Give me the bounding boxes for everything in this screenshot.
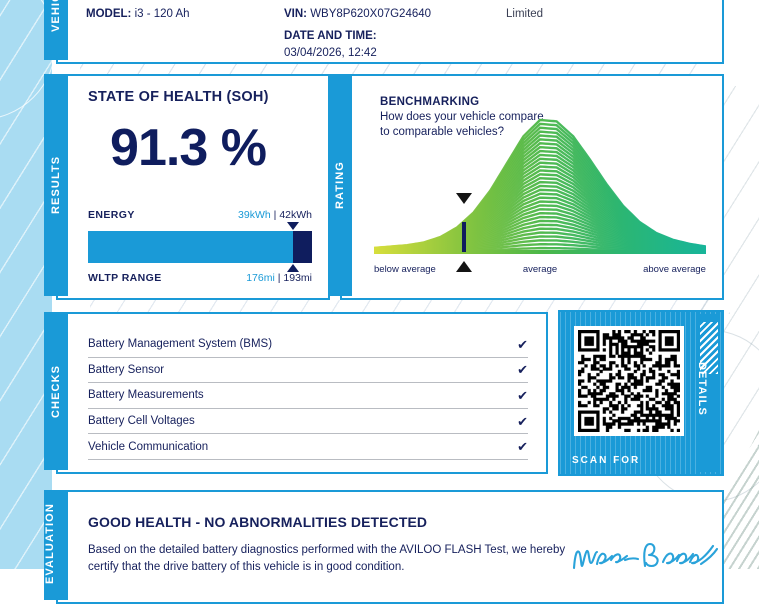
evaluation-body: Based on the detailed battery diagnostic… <box>88 544 566 573</box>
vehicle-vin-value: WBY8P620X07G24640 <box>310 8 432 20</box>
wltp-range-separator: | <box>277 272 281 284</box>
sidebar-tab-vehicle: VEHICLE <box>44 0 68 60</box>
benchmarking-distribution-svg <box>373 118 707 254</box>
wltp-range-max-value: 193mi <box>283 272 312 284</box>
axis-label-above-average: above average <box>643 264 706 275</box>
energy-bar-marker-top-icon <box>286 222 299 230</box>
vehicle-info: MODEL: i3 - 120 Ah VIN: WBY8P620X07G2464… <box>86 6 712 62</box>
vehicle-model-key: MODEL: <box>86 8 132 20</box>
check-row: Battery Cell Voltages ✔ <box>88 409 528 435</box>
check-label: Battery Sensor <box>88 363 165 376</box>
wltp-range-current-value: 176mi <box>246 272 275 284</box>
check-row: Battery Measurements ✔ <box>88 383 528 409</box>
check-mark-icon: ✔ <box>517 387 528 403</box>
energy-max-value: 42kWh <box>279 209 312 221</box>
scan-for-label: SCAN FOR <box>572 455 641 466</box>
vehicle-company-block: Limited <box>506 6 712 62</box>
check-mark-icon: ✔ <box>517 439 528 455</box>
wltp-range-values: 176mi | 193mi <box>246 272 312 284</box>
energy-current-value: 39kWh <box>238 209 271 221</box>
evaluation-card: GOOD HEALTH - NO ABNORMALITIES DETECTED … <box>56 490 724 604</box>
benchmarking-axis-labels: below average average above average <box>374 264 706 275</box>
vehicle-model-block: MODEL: i3 - 120 Ah <box>86 6 284 62</box>
vehicle-datetime-value: 03/04/2026, 12:42 <box>284 47 377 59</box>
axis-label-below-average: below average <box>374 264 436 275</box>
sidebar-tab-results: RESULTS <box>44 74 68 296</box>
details-hatch-decoration <box>700 322 718 374</box>
wltp-range-label: WLTP RANGE <box>88 272 162 284</box>
check-row: Battery Management System (BMS) ✔ <box>88 332 528 358</box>
energy-bar-fill <box>88 231 293 263</box>
qr-code-icon[interactable] <box>578 330 680 432</box>
sidebar-tab-rating: RATING <box>328 74 352 296</box>
check-row: Vehicle Communication ✔ <box>88 434 528 460</box>
sidebar-tab-vehicle-label: VEHICLE <box>50 0 62 32</box>
axis-label-average: average <box>522 264 558 275</box>
vehicle-model-value: i3 - 120 Ah <box>134 8 190 20</box>
energy-bar <box>88 222 312 272</box>
sidebar-tab-results-label: RESULTS <box>50 155 62 215</box>
benchmarking-subtitle: How does your vehicle compare to compara… <box>380 111 544 138</box>
energy-row: ENERGY 39kWh | 42kWh <box>88 209 312 221</box>
vehicle-datetime-key-row: DATE AND TIME: <box>284 28 506 45</box>
checks-list: Battery Management System (BMS) ✔ Battery … <box>88 332 528 460</box>
vehicle-vin-block: VIN: WBY8P620X07G24640 DATE AND TIME: 03… <box>284 6 506 62</box>
benchmarking-title: BENCHMARKING <box>380 96 480 108</box>
benchmark-marker-down-icon <box>455 193 472 204</box>
wltp-range-row: WLTP RANGE 176mi | 193mi <box>88 272 312 284</box>
benchmark-marker-needle <box>461 222 466 252</box>
energy-values: 39kWh | 42kWh <box>238 209 312 221</box>
checks-card: Battery Management System (BMS) ✔ Battery … <box>56 312 548 474</box>
sidebar-tab-rating-label: RATING <box>334 161 346 209</box>
sidebar-tab-checks-label: CHECKS <box>50 364 62 418</box>
vehicle-vin-row: VIN: WBY8P620X07G24640 <box>284 6 506 23</box>
vehicle-card: MODEL: i3 - 120 Ah VIN: WBY8P620X07G2464… <box>56 0 724 64</box>
check-row: Battery Sensor ✔ <box>88 358 528 384</box>
qr-details-card[interactable]: SCAN FOR DETAILS <box>558 310 724 476</box>
energy-separator: | <box>273 209 277 221</box>
check-mark-icon: ✔ <box>517 413 528 429</box>
sidebar-tab-details-label: DETAILS <box>696 362 708 416</box>
vehicle-datetime-value-row: 03/04/2026, 12:42 <box>284 45 506 62</box>
check-label: Vehicle Communication <box>88 440 209 453</box>
benchmarking-chart <box>373 114 707 272</box>
qr-code-container[interactable] <box>574 326 684 436</box>
signature-icon <box>572 542 719 570</box>
vehicle-company-value: Limited <box>506 8 544 20</box>
sidebar-tab-evaluation: EVALUATION <box>44 490 68 600</box>
check-mark-icon: ✔ <box>517 362 528 378</box>
check-label: Battery Management System (BMS) <box>88 338 273 351</box>
check-label: Battery Cell Voltages <box>88 415 195 428</box>
benchmark-marker-up-icon <box>455 261 472 272</box>
soh-title: STATE OF HEALTH (SOH) <box>88 89 269 105</box>
check-mark-icon: ✔ <box>517 336 528 352</box>
state-of-health-card: STATE OF HEALTH (SOH) 91.3 % ENERGY 39kW… <box>56 74 330 300</box>
check-label: Battery Measurements <box>88 389 204 402</box>
benchmarking-card: BENCHMARKING How does your vehicle compa… <box>340 74 724 300</box>
sidebar-tab-evaluation-label: EVALUATION <box>44 503 56 585</box>
soh-value: 91.3 % <box>110 119 267 177</box>
energy-label: ENERGY <box>88 209 135 221</box>
vehicle-vin-key: VIN: <box>284 8 307 20</box>
evaluation-title: GOOD HEALTH - NO ABNORMALITIES DETECTED <box>88 514 428 530</box>
sidebar-tab-checks: CHECKS <box>44 312 68 470</box>
vehicle-datetime-key: DATE AND TIME: <box>284 30 377 42</box>
energy-bar-marker-bottom-icon <box>286 264 299 272</box>
vehicle-model-row: MODEL: i3 - 120 Ah <box>86 6 284 23</box>
